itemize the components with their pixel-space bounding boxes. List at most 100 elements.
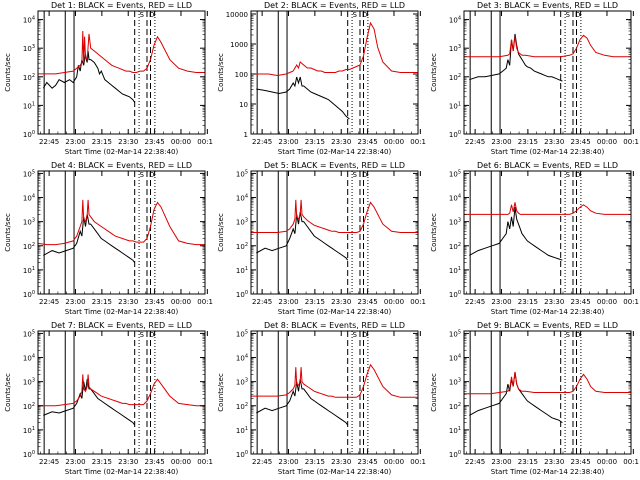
y-tick-label: 101 [236, 426, 248, 435]
x-tick-label: 23:15 [92, 298, 112, 306]
y-tick-label: 104 [23, 354, 35, 363]
x-tick-label: 00:15 [623, 298, 639, 306]
marker-label-s: S [565, 331, 570, 339]
y-tick-label: 101 [236, 266, 248, 275]
y-tick-label: 103 [23, 378, 35, 387]
y-tick-label: 100 [236, 290, 248, 299]
x-axis-label: Start Time (02-Mar-14 22:38:40) [65, 148, 179, 156]
y-tick-label: 102 [449, 73, 461, 82]
y-tick-label: 101 [23, 101, 35, 110]
plot-frame [250, 10, 419, 135]
x-tick-label: 23:00 [65, 138, 85, 146]
series-lld-line [464, 202, 631, 215]
x-tick-label: 00:15 [197, 298, 213, 306]
y-axis-label: Counts/sec [217, 373, 225, 412]
x-tick-label: 23:00 [278, 138, 298, 146]
y-tick-label: 101 [449, 101, 461, 110]
y-tick-label: 105 [236, 169, 248, 178]
y-axis-label: Counts/sec [430, 373, 438, 412]
series-lld-line [464, 34, 631, 58]
x-tick-label: 23:30 [118, 138, 138, 146]
y-tick-label: 105 [236, 329, 248, 338]
y-tick-label: 103 [236, 378, 248, 387]
panel-title: Det 5: BLACK = Events, RED = LLD [264, 161, 405, 170]
x-tick-label: 00:00 [171, 298, 191, 306]
y-tick-label: 104 [23, 194, 35, 203]
x-tick-label: 23:30 [544, 298, 564, 306]
y-tick-label: 103 [23, 218, 35, 227]
marker-label-d: D [149, 11, 154, 19]
x-tick-label: 00:15 [623, 138, 639, 146]
x-axis-label: Start Time (02-Mar-14 22:38:40) [278, 468, 392, 476]
y-tick-label: 102 [449, 242, 461, 251]
marker-label-d: D [575, 171, 580, 179]
y-axis-label: Counts/sec [4, 53, 12, 92]
y-tick-label: 102 [23, 242, 35, 251]
x-tick-label: 22:45 [465, 138, 485, 146]
x-axis-label: Start Time (02-Mar-14 22:38:40) [491, 468, 605, 476]
marker-label-s: S [139, 171, 144, 179]
x-tick-label: 23:15 [518, 298, 538, 306]
x-tick-label: 23:00 [65, 298, 85, 306]
y-tick-label: 101 [23, 266, 35, 275]
x-tick-label: 23:45 [358, 298, 378, 306]
x-tick-label: 00:00 [597, 458, 617, 466]
marker-label-d: D [362, 331, 367, 339]
marker-label-s: S [352, 171, 357, 179]
x-tick-label: 23:45 [358, 458, 378, 466]
panel-title: Det 3: BLACK = Events, RED = LLD [477, 1, 618, 10]
x-tick-label: 22:45 [465, 458, 485, 466]
y-tick-label: 100 [449, 450, 461, 459]
x-tick-label: 23:15 [92, 458, 112, 466]
series-events-line [469, 33, 563, 82]
x-tick-label: 00:15 [410, 298, 426, 306]
y-tick-label: 100 [235, 71, 248, 79]
x-tick-label: 00:00 [384, 458, 404, 466]
plot-frame [37, 330, 206, 455]
x-axis-label: Start Time (02-Mar-14 22:38:40) [491, 148, 605, 156]
plot-frame [37, 10, 206, 135]
series-lld-line [38, 30, 205, 75]
plot-frame [463, 330, 632, 455]
y-tick-label: 100 [23, 130, 35, 139]
x-tick-label: 00:00 [171, 138, 191, 146]
marker-label-d: D [149, 331, 154, 339]
series-lld-line [38, 374, 205, 407]
y-tick-label: 1000 [230, 41, 248, 49]
y-tick-label: 1 [244, 131, 248, 139]
x-tick-label: 00:00 [597, 138, 617, 146]
y-tick-label: 103 [449, 378, 461, 387]
x-tick-label: 22:45 [465, 298, 485, 306]
x-tick-label: 23:15 [305, 298, 325, 306]
marker-label-d: D [362, 171, 367, 179]
x-tick-label: 00:00 [384, 138, 404, 146]
x-tick-label: 23:45 [571, 138, 591, 146]
y-tick-label: 105 [23, 169, 35, 178]
series-events-line [42, 50, 136, 103]
plot-frame [250, 330, 419, 455]
marker-label-d: D [362, 11, 367, 19]
y-tick-label: 104 [449, 194, 461, 203]
x-tick-label: 23:00 [65, 458, 85, 466]
y-tick-label: 102 [449, 402, 461, 411]
y-tick-label: 100 [23, 290, 35, 299]
panel-title: Det 8: BLACK = Events, RED = LLD [264, 321, 405, 330]
y-tick-label: 101 [449, 426, 461, 435]
x-tick-label: 23:30 [331, 458, 351, 466]
x-tick-label: 23:30 [544, 138, 564, 146]
x-tick-label: 22:45 [39, 138, 59, 146]
x-tick-label: 23:45 [145, 458, 165, 466]
series-lld-line [37, 199, 205, 246]
y-axis-label: Counts/sec [4, 373, 12, 412]
y-axis-label: Counts/sec [217, 53, 225, 92]
series-lld-line [251, 21, 418, 77]
x-tick-label: 23:15 [518, 458, 538, 466]
x-tick-label: 00:15 [410, 458, 426, 466]
